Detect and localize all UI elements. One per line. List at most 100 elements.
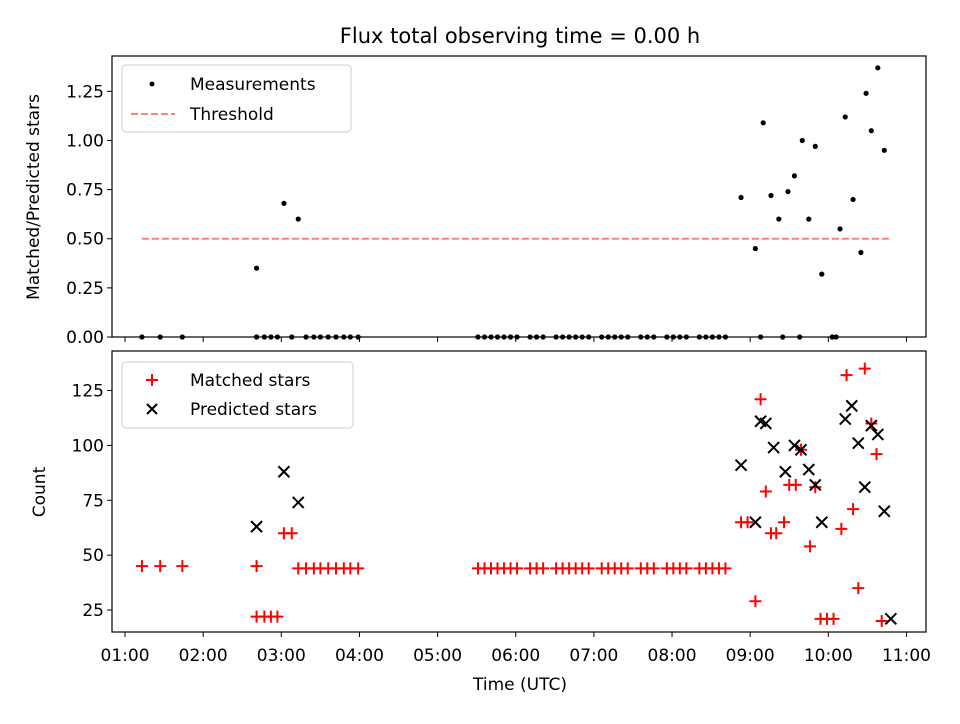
y-tick-label: 75 (82, 491, 104, 511)
predicted-stars-point (788, 439, 801, 452)
measurement-point (785, 188, 791, 195)
matched-stars-point (847, 503, 860, 516)
measurement-point (599, 334, 605, 340)
legend-matched-marker (146, 374, 158, 386)
bottom-axes-xlabel: Time (UTC) (472, 675, 567, 695)
matched-stars-point (135, 560, 148, 573)
measurement-point (799, 137, 805, 144)
matched-stars-point (271, 610, 284, 623)
matched-stars-point (352, 562, 365, 575)
measurement-point (797, 334, 803, 340)
legend-matched-label: Matched stars (190, 371, 310, 391)
x-tick-label: 06:00 (491, 646, 540, 666)
measurement-point (703, 334, 709, 340)
x-tick-label: 07:00 (569, 646, 618, 666)
y-tick-label: 0.00 (66, 328, 104, 348)
measurement-point (752, 245, 758, 252)
top-legend-frame (121, 64, 352, 133)
y-tick-label: 50 (82, 546, 104, 566)
matched-stars-point (759, 485, 772, 498)
x-tick-label: 09:00 (726, 646, 775, 666)
predicted-stars-point (845, 399, 858, 413)
measurement-point (776, 216, 782, 222)
matched-stars-point (870, 448, 883, 461)
measurement-point (157, 334, 163, 340)
predicted-stars-point (779, 465, 792, 478)
matched-stars-point (647, 562, 660, 575)
measurement-point (612, 334, 618, 340)
matched-stars-point (858, 362, 871, 375)
measurement-point (780, 334, 786, 340)
measurement-point (533, 334, 540, 340)
measurement-point (481, 334, 488, 340)
measurement-point (618, 334, 624, 340)
y-tick-label: 0.50 (66, 230, 104, 250)
x-tick-label: 03:00 (257, 646, 306, 666)
measurement-point (475, 334, 481, 340)
measurement-point (253, 334, 260, 340)
measurement-point (317, 334, 323, 340)
bottom-legend: Matched stars Predicted stars (121, 361, 354, 429)
measurement-point (868, 128, 874, 134)
measurement-point (757, 334, 764, 340)
measurement-point (295, 216, 301, 222)
predicted-stars-point (815, 516, 829, 529)
measurement-point (139, 334, 145, 340)
x-tick-label: 08:00 (648, 646, 697, 666)
matched-stars-point (250, 560, 263, 573)
measurement-point (837, 226, 843, 232)
x-tick-label: 01:00 (101, 646, 150, 666)
predicted-stars-point (871, 428, 885, 441)
measurement-point (303, 334, 309, 340)
bottom-legend-frame (121, 361, 354, 429)
measurement-point (507, 334, 514, 340)
matched-stars-point (749, 595, 762, 608)
measurement-point (709, 334, 716, 340)
measurement-point (540, 334, 546, 340)
predicted-stars-point (878, 505, 891, 518)
measurement-point (858, 249, 864, 256)
matched-stars-point (741, 516, 754, 529)
measurement-point (760, 120, 766, 126)
y-tick-label: 0.25 (66, 279, 104, 299)
top-axes: 0.00 0.25 0.50 0.75 1.00 1.25 (66, 55, 927, 348)
measurement-point (494, 334, 501, 340)
matched-stars-point (778, 516, 791, 529)
measurement-point (514, 334, 520, 340)
measurement-point (605, 334, 611, 340)
predicted-stars-point (852, 436, 865, 450)
measurement-point (829, 334, 835, 340)
matched-stars-point (770, 527, 783, 540)
x-tick-label: 04:00 (335, 646, 384, 666)
measurement-point (791, 173, 798, 179)
predicted-stars-point (884, 612, 898, 626)
matched-stars-point (789, 478, 802, 491)
measurement-point (560, 334, 566, 340)
predicted-stars-point (858, 480, 871, 494)
measurement-point (625, 334, 631, 340)
measurement-point (573, 334, 579, 340)
predicted-stars-point (802, 463, 815, 476)
measurement-point (863, 90, 869, 96)
measurement-point (527, 334, 533, 340)
matched-stars-point (176, 560, 189, 573)
y-tick-label: 25 (82, 601, 104, 621)
measurement-point (875, 65, 881, 71)
measurement-point (501, 334, 507, 340)
matched-stars-point (754, 393, 767, 406)
measurement-point (819, 271, 825, 277)
measurement-point (716, 334, 722, 340)
matched-stars-point (827, 612, 840, 625)
chart-title: Flux total observing time = 0.00 h (340, 24, 700, 48)
predicted-stars-point (767, 441, 780, 454)
measurement-point (696, 334, 702, 340)
predicted-stars-point (865, 419, 878, 432)
y-tick-label: 0.75 (66, 181, 104, 201)
measurement-point (768, 192, 774, 199)
legend-predicted-label: Predicted stars (190, 400, 317, 420)
y-tick-label: 125 (72, 382, 104, 402)
matched-stars-point (154, 560, 167, 573)
x-tick-label: 11:00 (882, 646, 931, 666)
measurement-point (833, 334, 839, 340)
matched-stars-point (621, 562, 634, 575)
